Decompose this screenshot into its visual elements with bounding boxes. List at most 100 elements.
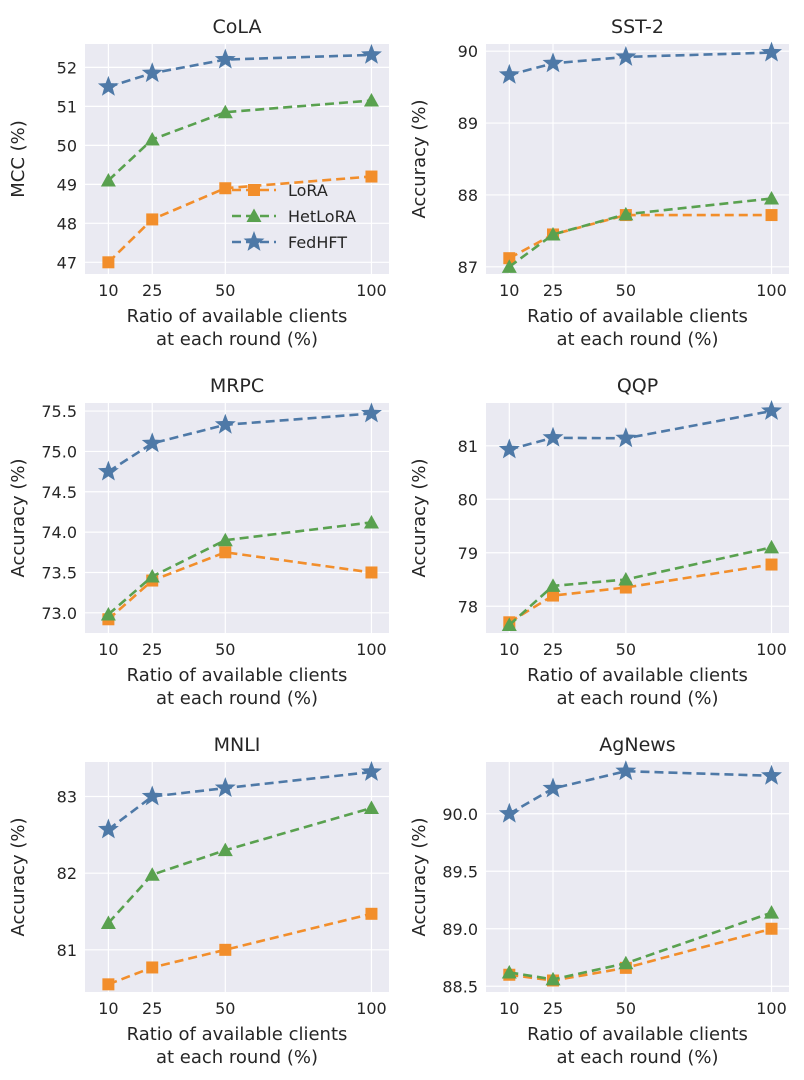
x-axis-label-line2: at each round (%) — [556, 329, 718, 350]
data-point-star — [361, 402, 382, 423]
x-tick-label: 25 — [543, 640, 563, 659]
chart-title: QQP — [617, 375, 658, 397]
data-point-square — [503, 252, 516, 265]
panel-mnli: MNLI 10 25 50 100 81 82 83 Ratio of available cl… — [8, 734, 389, 1068]
plot-area — [486, 44, 789, 274]
y-tick-label: 89.5 — [442, 862, 478, 881]
series-line — [107, 175, 372, 264]
data-point-triangle — [501, 964, 517, 979]
series-line — [107, 521, 372, 616]
y-tick-label: 49 — [57, 175, 77, 194]
y-tick-label: 78 — [458, 597, 478, 616]
y-tick-label: 51 — [57, 97, 77, 116]
y-tick-label: 81 — [57, 941, 77, 960]
y-tick-label: 75.0 — [41, 442, 77, 461]
data-point-square — [219, 546, 232, 559]
x-tick-label: 10 — [499, 999, 519, 1018]
panel-qqp: QQP 10 25 50 100 78 79 80 81 Ratio of available c… — [409, 375, 789, 709]
data-point-triangle — [618, 955, 634, 970]
y-tick-label: 90 — [458, 42, 478, 61]
x-axis-label-line2: at each round (%) — [156, 1047, 318, 1068]
legend-label: HetLoRA — [288, 207, 356, 226]
y-tick-label: 47 — [57, 253, 77, 272]
series-line — [508, 546, 772, 626]
series-line — [508, 769, 772, 815]
y-tick-label: 83 — [57, 788, 77, 807]
plot-area — [486, 762, 789, 992]
data-point-square — [365, 170, 378, 183]
data-point-star — [498, 802, 520, 823]
panel-cola: CoLA 10 25 50 100 47 48 49 50 51 52 Ratio of availa… — [8, 16, 389, 350]
data-point-triangle — [144, 569, 160, 583]
data-point-square — [765, 922, 778, 935]
data-point-star — [214, 413, 236, 434]
data-point-star — [542, 52, 564, 73]
legend-marker — [248, 184, 260, 196]
data-point-square — [547, 589, 560, 602]
data-point-square — [765, 558, 778, 571]
series-hetlora — [501, 905, 780, 986]
y-tick-label: 82 — [57, 864, 77, 883]
data-point-triangle — [100, 606, 116, 621]
legend-item-hetlora: HetLoRA — [232, 207, 356, 226]
data-point-triangle — [217, 842, 233, 857]
data-point-star — [498, 63, 520, 84]
data-point-square — [765, 209, 778, 222]
x-tick-label: 100 — [756, 999, 787, 1018]
data-point-triangle — [764, 191, 780, 205]
series-line — [107, 770, 372, 831]
data-point-triangle — [545, 578, 561, 592]
y-axis-label: Accuracy (%) — [409, 99, 430, 218]
series-line — [508, 51, 772, 77]
data-point-star — [498, 438, 520, 459]
plot-area — [85, 44, 389, 274]
x-axis-label: Ratio of available clients — [127, 306, 348, 327]
data-point-triangle — [217, 532, 233, 547]
data-point-triangle — [363, 800, 379, 814]
data-point-star — [361, 43, 382, 64]
data-point-star — [361, 760, 382, 781]
x-axis-label-line2: at each round (%) — [156, 688, 318, 709]
chart-title: CoLA — [213, 16, 262, 38]
x-axis-label-line2: at each round (%) — [556, 1047, 718, 1068]
y-tick-label: 88 — [458, 186, 478, 205]
x-tick-label: 50 — [616, 999, 636, 1018]
data-point-triangle — [100, 172, 116, 187]
data-point-square — [146, 961, 159, 974]
panel-agnews: AgNews 10 25 50 100 88.5 89.0 89.5 90.0 Ratio of … — [409, 734, 789, 1068]
data-point-star — [141, 785, 163, 806]
chart-title: SST-2 — [611, 16, 664, 38]
series-hetlora — [100, 514, 379, 621]
y-tick-label: 75.5 — [41, 402, 77, 421]
x-tick-label: 100 — [356, 640, 387, 659]
y-axis-label: Accuracy (%) — [8, 458, 29, 577]
series-fedhft — [498, 41, 782, 84]
x-tick-label: 25 — [142, 640, 162, 659]
y-tick-label: 52 — [57, 58, 77, 77]
data-point-square — [365, 566, 378, 579]
data-point-star — [214, 777, 236, 797]
data-point-square — [219, 182, 232, 195]
series-line — [107, 412, 372, 473]
data-point-star — [214, 48, 236, 69]
data-point-square — [146, 213, 159, 226]
data-point-star — [542, 426, 564, 447]
data-point-triangle — [501, 617, 517, 631]
y-axis-label: MCC (%) — [8, 120, 29, 198]
series-line — [107, 912, 372, 986]
x-tick-label: 50 — [215, 281, 235, 300]
y-axis-label: Accuracy (%) — [8, 817, 29, 936]
x-tick-label: 10 — [98, 999, 118, 1018]
data-point-triangle — [501, 259, 517, 273]
x-tick-label: 10 — [98, 640, 118, 659]
legend-label: FedHFT — [288, 233, 347, 252]
x-tick-label: 10 — [499, 281, 519, 300]
x-tick-label: 10 — [98, 281, 118, 300]
series-line — [508, 409, 772, 451]
x-tick-label: 100 — [356, 281, 387, 300]
y-tick-label: 88.5 — [442, 977, 478, 996]
series-fedhft — [498, 400, 782, 459]
chart-title: AgNews — [599, 734, 675, 756]
series-fedhft — [97, 43, 382, 96]
